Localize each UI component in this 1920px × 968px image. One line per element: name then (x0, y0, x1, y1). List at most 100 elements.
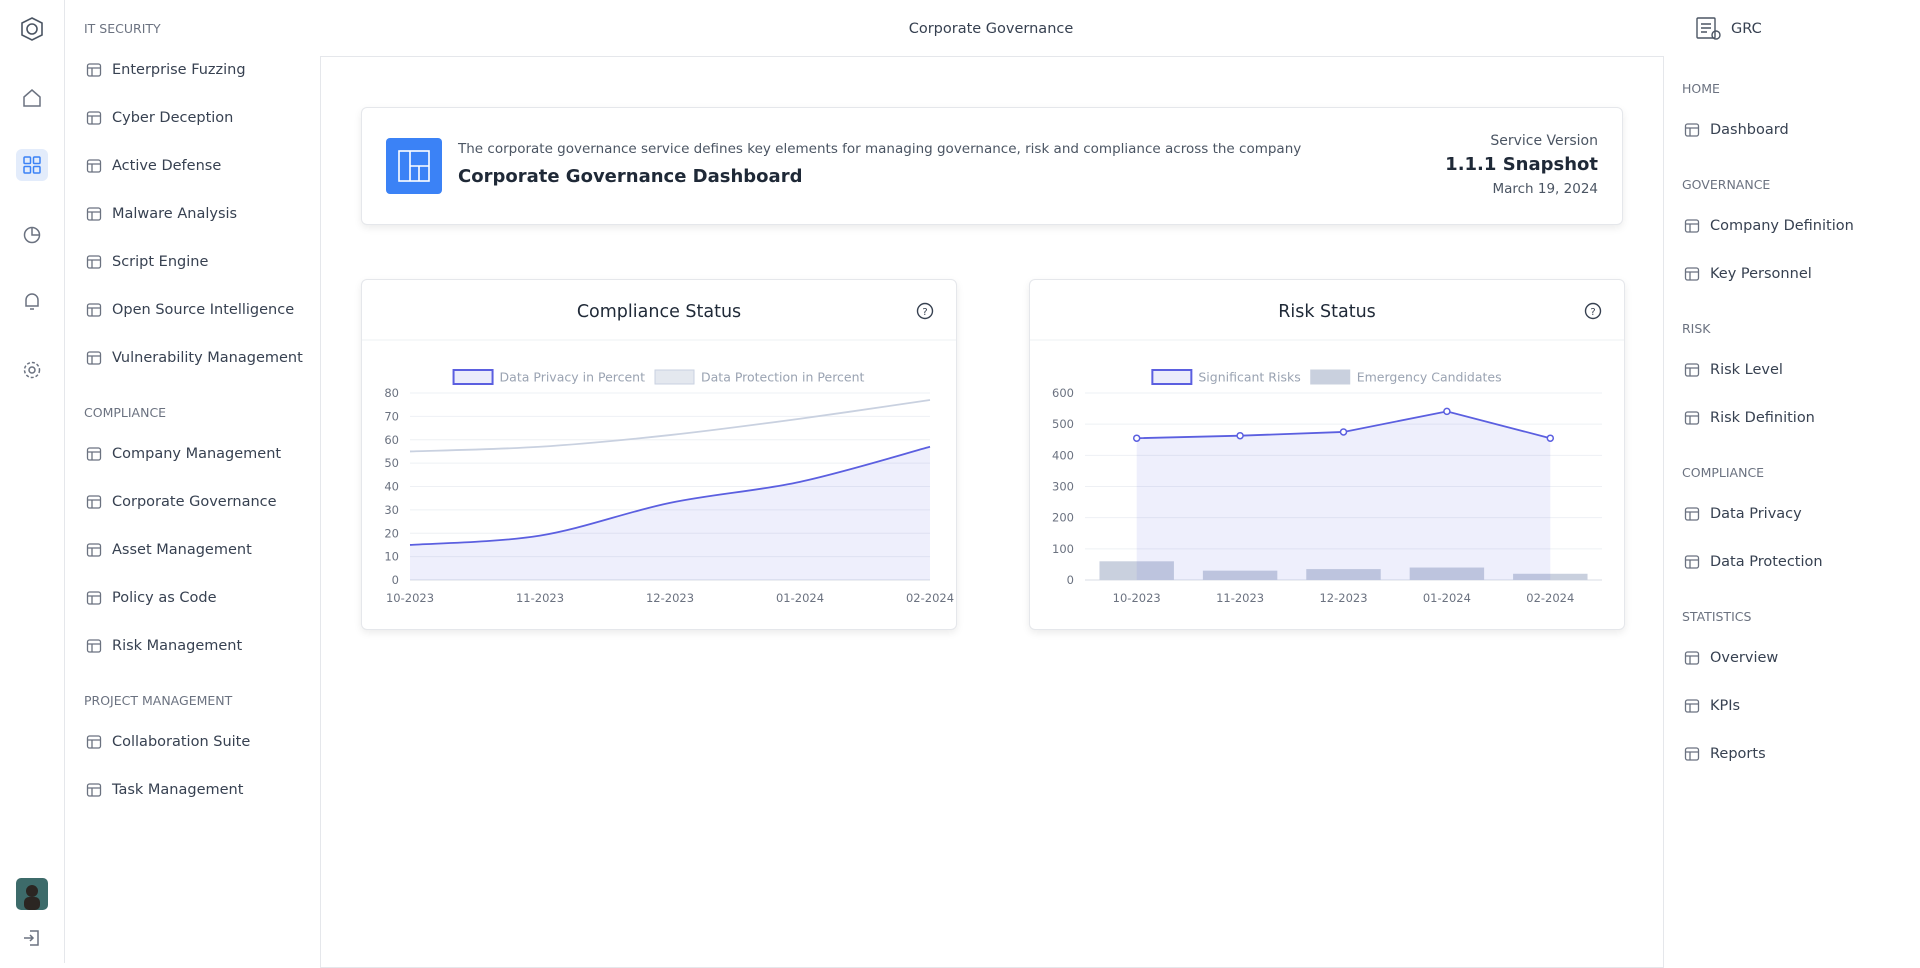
icon-shape (1685, 511, 1699, 520)
y-tick-label: 30 (384, 503, 399, 517)
icon-shape (86, 735, 102, 749)
icon-shape (1685, 751, 1699, 760)
item-icon (86, 63, 102, 77)
x-tick-label: 01-2024 (776, 591, 824, 605)
menu-item[interactable]: Key Personnel (1663, 250, 1920, 298)
icon-shape (86, 495, 102, 509)
menu-item[interactable]: Corporate Governance (65, 478, 320, 526)
menu-label: Risk Definition (1710, 410, 1815, 426)
menu-item[interactable]: Data Privacy (1663, 490, 1920, 538)
menu-item[interactable]: Data Protection (1663, 538, 1920, 586)
home-icon[interactable] (16, 82, 48, 114)
help-icon[interactable]: ? (1584, 302, 1602, 320)
icon-shape (87, 355, 101, 364)
item-icon (1684, 747, 1700, 761)
bar (1202, 570, 1278, 580)
menu-item[interactable]: Reports (1663, 730, 1920, 778)
settings-icon[interactable] (16, 354, 48, 386)
menu-item[interactable]: Cyber Deception (65, 94, 320, 142)
app-icon (1696, 17, 1721, 40)
menu-label: Active Defense (112, 158, 222, 174)
item-icon (86, 111, 102, 125)
menu-item[interactable]: Risk Management (65, 622, 320, 670)
icon-shape (86, 111, 102, 125)
icon-shape (1685, 223, 1699, 232)
banner: The corporate governance service defines… (361, 107, 1623, 225)
bell-icon[interactable] (16, 285, 48, 317)
item-icon (1684, 267, 1700, 281)
menu-item[interactable]: Collaboration Suite (65, 718, 320, 766)
line (409, 445, 931, 546)
release-date: March 19, 2024 (1492, 181, 1598, 197)
menu-item[interactable]: Dashboard (1663, 106, 1920, 154)
icon-shape (1684, 267, 1700, 281)
menu-item[interactable]: Company Definition (1663, 202, 1920, 250)
menu-item[interactable]: Overview (1663, 634, 1920, 682)
section-title: IT SECURITY (84, 21, 161, 36)
y-tick-label: 300 (1052, 480, 1074, 494)
chart-icon[interactable] (16, 218, 48, 250)
y-tick-label: 80 (384, 386, 399, 400)
icon-shape (87, 547, 101, 556)
item-icon (1684, 123, 1700, 137)
menu-label: Data Privacy (1710, 506, 1802, 522)
chart-card: ? Risk Status 0 100 200 300 400 500 600 10-2023 1… (1029, 279, 1625, 630)
app-name: GRC (1731, 21, 1762, 37)
menu-item[interactable]: Active Defense (65, 142, 320, 190)
app-switcher[interactable]: GRC (1695, 16, 1762, 42)
icon-shape (86, 303, 102, 317)
bar (1306, 569, 1381, 580)
y-tick-label: 0 (392, 573, 399, 587)
menu-label: Enterprise Fuzzing (112, 62, 246, 78)
menu-item[interactable]: Policy as Code (65, 574, 320, 622)
y-tick-label: 200 (1052, 511, 1074, 525)
icon-shape (86, 447, 102, 461)
menu-item[interactable]: Enterprise Fuzzing (65, 46, 320, 94)
chart: ? Compliance Status 0 10 20 30 40 50 60 70 80 10-2… (362, 302, 956, 605)
icon-shape (87, 739, 101, 748)
area (410, 446, 930, 580)
section-title: HOME (1682, 81, 1720, 96)
menu-item[interactable]: Company Management (65, 430, 320, 478)
item-icon (86, 303, 102, 317)
menu-label: Corporate Governance (112, 494, 277, 510)
menu-label: Script Engine (112, 254, 209, 270)
menu-section: HOME Dashboard (1663, 79, 1920, 154)
menu-section: COMPLIANCE Company Management Corporate Go… (65, 403, 320, 670)
icon-shape (87, 499, 101, 508)
help-icon[interactable]: ? (916, 302, 934, 320)
y-tick-label: 400 (1052, 448, 1074, 462)
menu-label: Overview (1710, 650, 1779, 666)
dashboard-icon[interactable] (16, 149, 48, 181)
chart-title: Compliance Status (577, 302, 741, 322)
menu-section: IT SECURITY Enterprise Fuzzing Cyber Decep… (65, 19, 320, 382)
x-tick-label: 11-2023 (516, 591, 564, 605)
icon (23, 89, 41, 107)
icon-shape (1684, 363, 1700, 377)
point (1443, 407, 1451, 416)
icon-shape (87, 595, 101, 604)
legend-swatch (452, 369, 494, 385)
icon-shape (86, 351, 102, 365)
icon (24, 930, 39, 946)
menu-section: STATISTICS Overview KPIs Reports (1663, 607, 1920, 778)
menu-item[interactable]: Open Source Intelligence (65, 286, 320, 334)
banner-description: The corporate governance service defines… (458, 141, 1302, 157)
avatar[interactable] (16, 878, 48, 910)
icon (23, 156, 41, 174)
menu-item[interactable]: Malware Analysis (65, 190, 320, 238)
menu-item[interactable]: KPIs (1663, 682, 1920, 730)
bar (1409, 567, 1485, 580)
logout-icon[interactable] (16, 922, 48, 954)
menu-item[interactable]: Vulnerability Management (65, 334, 320, 382)
x-tick-label: 02-2024 (906, 591, 954, 605)
menu-item[interactable]: Script Engine (65, 238, 320, 286)
menu-label: KPIs (1710, 698, 1741, 714)
icon-shape (1685, 367, 1699, 376)
logo[interactable] (16, 13, 48, 45)
menu-item[interactable]: Risk Definition (1663, 394, 1920, 442)
menu-item[interactable]: Asset Management (65, 526, 320, 574)
menu-item[interactable]: Risk Level (1663, 346, 1920, 394)
item-icon (86, 591, 102, 605)
menu-item[interactable]: Task Management (65, 766, 320, 814)
